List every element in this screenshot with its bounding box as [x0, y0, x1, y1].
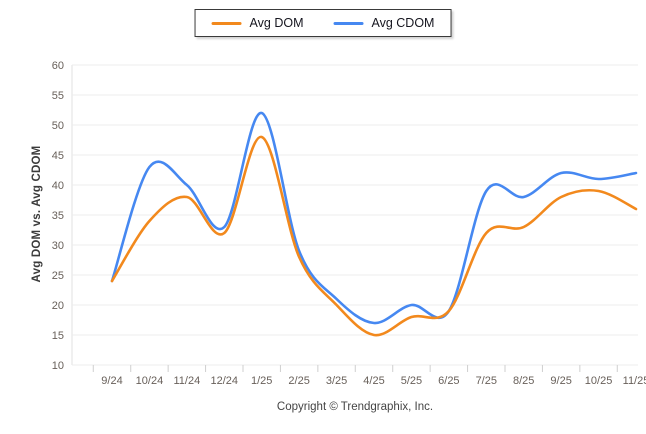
x-tick-label: 12/24 — [211, 375, 239, 387]
x-tick-label: 3/25 — [326, 375, 347, 387]
y-tick-label: 50 — [52, 120, 64, 132]
y-tick-label: 40 — [52, 180, 64, 192]
legend-label-avg-dom: Avg DOM — [249, 16, 304, 30]
y-tick-label: 30 — [52, 240, 64, 252]
y-axis-title: Avg DOM vs. Avg CDOM — [31, 145, 43, 283]
x-tick-label: 9/24 — [101, 375, 122, 387]
x-tick-label: 11/25 — [623, 375, 646, 387]
y-tick-label: 10 — [52, 360, 64, 372]
x-tick-label: 6/25 — [438, 375, 459, 387]
series-line-avg-cdom — [110, 111, 638, 325]
y-tick-label: 45 — [52, 150, 64, 162]
y-tick-label: 60 — [52, 60, 64, 72]
x-tick-label: 8/25 — [513, 375, 534, 387]
y-tick-label: 15 — [52, 330, 64, 342]
x-tick-label: 2/25 — [288, 375, 309, 387]
avg-dom-line-swatch-icon — [211, 21, 242, 25]
x-tick-label: 7/25 — [476, 375, 497, 387]
legend-label-avg-cdom: Avg CDOM — [371, 16, 435, 30]
y-tick-label: 35 — [52, 210, 64, 222]
x-tick-label: 10/24 — [136, 375, 164, 387]
x-tick-label: 5/25 — [401, 375, 422, 387]
chart-legend: Avg DOM Avg CDOM — [194, 9, 452, 37]
x-tick-label: 11/24 — [173, 375, 200, 387]
series-line-avg-dom — [110, 135, 638, 337]
legend-item-avg-cdom: Avg CDOM — [333, 16, 434, 30]
copyright-text: Copyright © Trendgraphix, Inc. — [276, 401, 434, 413]
y-tick-label: 20 — [52, 300, 64, 312]
legend-item-avg-dom: Avg DOM — [211, 16, 304, 30]
x-tick-label: 1/25 — [251, 375, 272, 387]
avg-cdom-line-swatch-icon — [333, 21, 364, 25]
x-tick-label: 9/25 — [550, 375, 571, 387]
y-tick-label: 25 — [52, 270, 64, 282]
x-tick-label: 4/25 — [363, 375, 384, 387]
y-tick-label: 55 — [52, 90, 64, 102]
x-tick-label: 10/25 — [585, 375, 613, 387]
